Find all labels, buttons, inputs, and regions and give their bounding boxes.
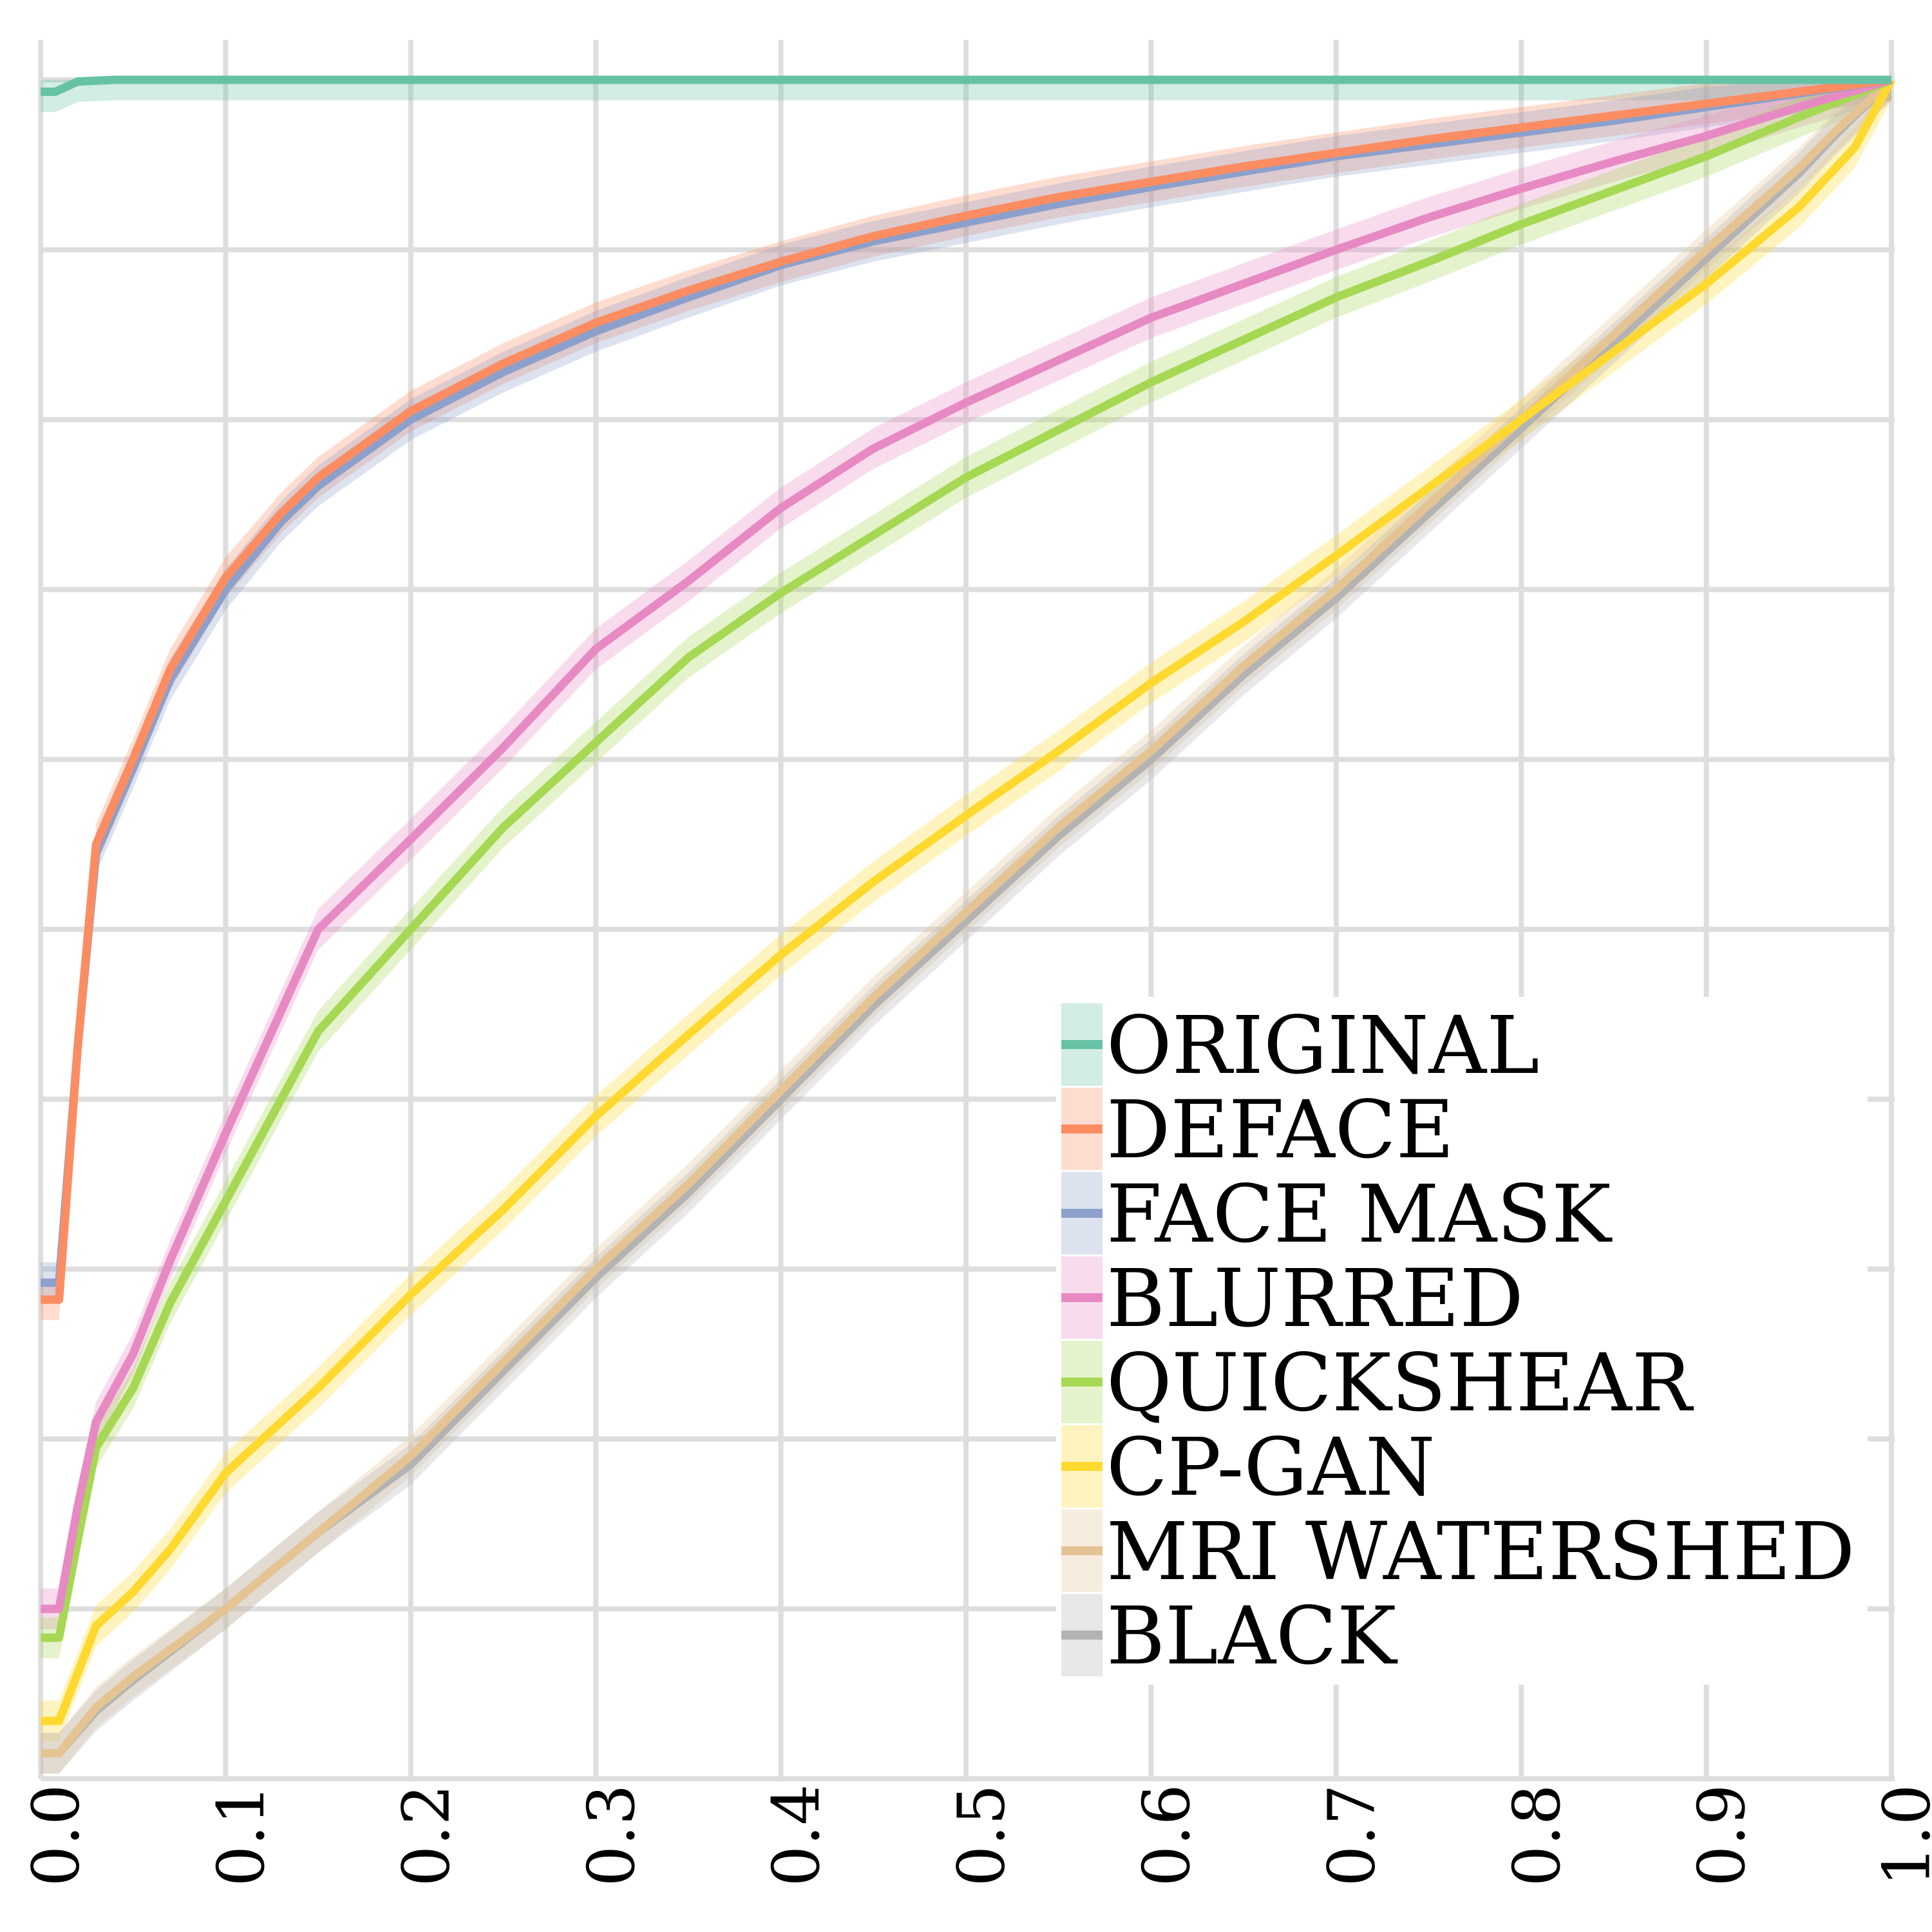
legend-label-original: ORIGINAL [1106,999,1539,1092]
series-line-original [41,75,1891,96]
series-band-face-mask [41,80,1891,1303]
x-tick-label: 0.2 [388,1784,464,1886]
series-line-quickshear [41,75,1893,1642]
legend-label-blurred: BLURRED [1106,1253,1524,1345]
x-tick-label: 0.1 [204,1784,279,1886]
x-tick-labels: 0.0 0.1 0.2 0.3 0.4 0.5 0.6 0.7 0.8 0.9 1.0 [19,1784,1932,1886]
series-band-cp-gan [41,80,1891,1741]
legend-label-deface: DEFACE [1106,1084,1454,1177]
x-tick-label: 0.6 [1129,1784,1204,1886]
legend-label-quickshear: QUICKSHEAR [1106,1337,1694,1430]
x-tick-label: 0.4 [759,1784,834,1886]
x-tick-label: 0.5 [944,1784,1019,1886]
grid [38,40,1895,1781]
series-line-blurred [41,75,1893,1613]
legend-label-face-mask: FACE MASK [1106,1168,1613,1261]
x-tick-label: 0.3 [574,1784,649,1886]
series-band-original [41,80,1891,113]
x-tick-label: 1.0 [1870,1784,1932,1886]
series-line-deface [41,75,1892,1304]
x-tick-label: 0.8 [1499,1784,1575,1886]
legend-label-mri-watershed: MRI WATERSHED [1106,1506,1855,1598]
series-lines [41,75,1895,1757]
x-tick-label: 0.0 [19,1784,94,1886]
legend-label-black: BLACK [1106,1590,1398,1683]
series-line-cp-gan [41,77,1895,1725]
legend-background [1056,997,1868,1685]
series-band-blurred [41,80,1891,1629]
legend-label-cp-gan: CP-GAN [1106,1421,1435,1514]
series-line-mri-watershed [41,77,1895,1757]
x-tick-label: 0.7 [1314,1784,1389,1886]
x-tick-label: 0.9 [1684,1784,1759,1886]
